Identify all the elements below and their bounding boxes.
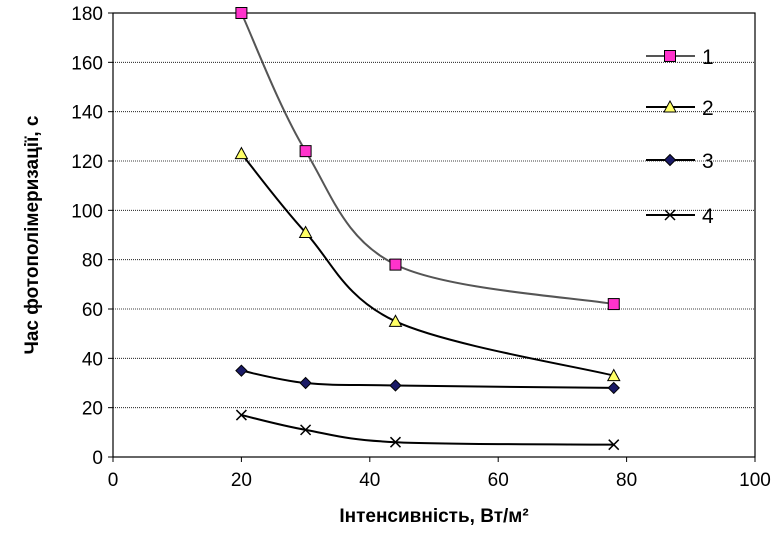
y-tick-label: 160	[71, 53, 103, 74]
data-point	[607, 298, 620, 311]
y-tick-label: 120	[71, 152, 103, 173]
data-point	[389, 258, 402, 271]
data-point	[300, 424, 312, 436]
x-tick-label: 40	[359, 470, 380, 491]
y-tick-label: 140	[71, 103, 103, 124]
legend-entry: 3	[646, 150, 714, 173]
data-point	[235, 364, 248, 377]
y-tick-label: 80	[82, 251, 103, 272]
legend-marker	[663, 153, 677, 167]
x-axis-title: Інтенсивність, Вт/м²	[339, 506, 528, 527]
data-point	[607, 381, 620, 395]
data-point	[298, 225, 313, 239]
y-tick-label: 100	[71, 201, 103, 222]
legend-marker	[664, 50, 676, 62]
legend-entry: 1	[646, 46, 714, 69]
data-point	[299, 145, 312, 158]
x-tick-label: 60	[488, 470, 509, 491]
y-tick-label: 60	[82, 300, 103, 321]
data-point	[606, 368, 621, 382]
data-point	[388, 314, 403, 327]
y-axis-title: Час фотополімеризації, с	[22, 115, 43, 354]
series-1	[235, 7, 620, 311]
series-2	[234, 146, 621, 382]
axis-ticks: 0 20 40 60 80 100 120 140 160 180 0 20 40 60 80 100	[71, 4, 771, 491]
series-line	[240, 12, 614, 306]
series-4	[235, 409, 620, 451]
legend: 1 2 3 4	[646, 46, 714, 228]
data-point	[389, 436, 402, 448]
series-line	[241, 414, 614, 446]
x-tick-label: 100	[739, 470, 771, 491]
data-point	[299, 376, 312, 390]
data-point	[608, 439, 620, 451]
legend-label: 2	[702, 97, 714, 120]
series-line	[241, 369, 614, 389]
plot-area	[112, 12, 756, 458]
x-tick-label: 20	[231, 470, 252, 491]
gridlines	[113, 61, 755, 409]
x-tick-label: 0	[108, 470, 119, 491]
data-point	[235, 7, 248, 19]
series-layer	[234, 7, 621, 451]
legend-entry: 4	[646, 205, 714, 228]
data-point	[234, 146, 249, 160]
legend-label: 1	[702, 46, 714, 69]
y-tick-label: 20	[82, 399, 103, 420]
legend-label: 3	[702, 150, 714, 173]
series-line	[240, 152, 615, 377]
y-tick-label: 180	[71, 4, 103, 25]
legend-label: 4	[702, 205, 714, 228]
y-tick-label: 0	[92, 448, 103, 469]
y-tick-label: 40	[82, 349, 103, 370]
x-tick-label: 80	[616, 470, 637, 491]
data-point	[389, 379, 402, 392]
legend-entry: 2	[646, 97, 714, 120]
legend-marker	[663, 99, 677, 113]
data-point	[235, 409, 247, 421]
series-3	[235, 364, 620, 395]
legend-marker	[664, 209, 676, 221]
